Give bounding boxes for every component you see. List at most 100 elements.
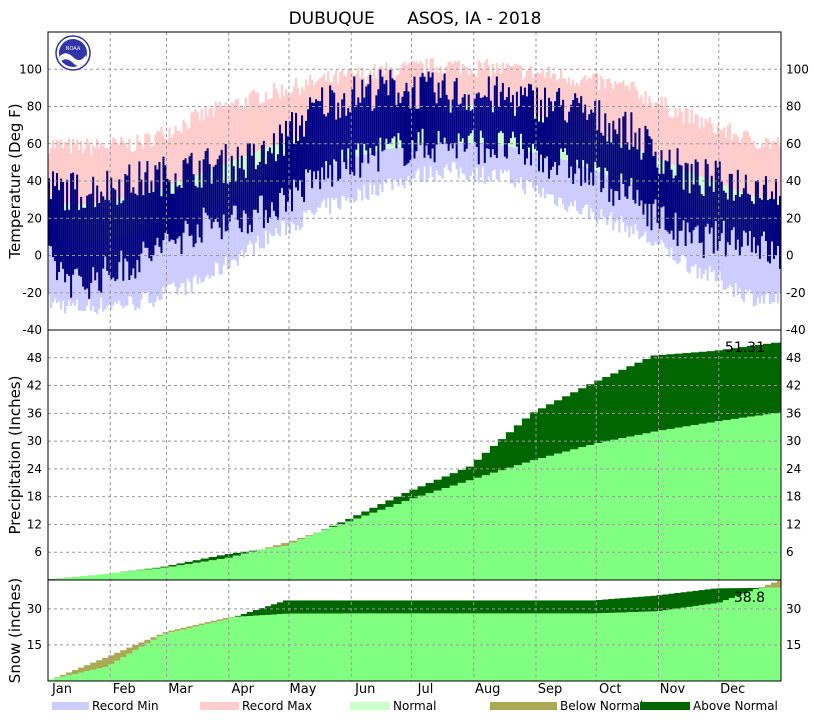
above-normal-area [361, 511, 370, 516]
legend-swatch [200, 702, 239, 710]
above-normal-area [246, 611, 254, 617]
normal-area [228, 617, 236, 681]
y-tick-label-left: 18 [27, 490, 42, 504]
below-normal-area [90, 662, 97, 670]
above-normal-area [355, 600, 362, 614]
normal-area [174, 630, 181, 681]
normal-area [96, 668, 103, 681]
normal-area [626, 436, 635, 580]
above-normal-area [523, 600, 531, 614]
noaa-gull-icon [60, 53, 86, 67]
normal-area [728, 598, 736, 681]
above-normal-area [638, 596, 645, 612]
above-normal-area [710, 588, 718, 604]
above-normal-area [602, 376, 611, 442]
season-total-label: 38.8 [734, 590, 765, 606]
normal-area [650, 611, 657, 681]
normal-area [132, 650, 139, 681]
normal-area [690, 425, 700, 580]
normal-area [463, 613, 471, 681]
above-normal-area [584, 600, 591, 614]
above-normal-area [538, 408, 547, 459]
normal-area [176, 565, 185, 580]
above-normal-area [417, 486, 426, 496]
above-normal-area [391, 600, 398, 614]
normal-area [72, 577, 81, 580]
above-normal-area [542, 600, 549, 614]
above-normal-area [379, 600, 386, 614]
normal-area [642, 433, 651, 580]
above-normal-area [208, 556, 218, 561]
normal-area [295, 613, 302, 681]
y-tick-label-right: 42 [786, 379, 801, 393]
y-tick-label-right: 12 [786, 517, 801, 531]
y-axis-label: Temperature (Deg F) [6, 103, 24, 259]
above-normal-area [680, 592, 688, 608]
above-normal-area [493, 600, 501, 614]
y-tick-label-right: 0 [786, 249, 794, 263]
month-tick-label: Apr [231, 682, 254, 697]
normal-area [96, 574, 105, 580]
above-normal-area [451, 600, 459, 614]
normal-area [355, 613, 362, 681]
above-normal-area [232, 552, 242, 556]
normal-area [572, 613, 579, 681]
normal-area [361, 515, 370, 580]
month-tick-label: Sep [538, 682, 563, 697]
below-normal-area [96, 660, 103, 669]
normal-area [548, 613, 555, 681]
normal-area [706, 422, 716, 580]
normal-area [272, 547, 282, 580]
normal-area [554, 613, 561, 681]
y-tick-label-left: 42 [27, 379, 42, 393]
normal-area [120, 572, 129, 580]
normal-area [200, 561, 210, 580]
above-normal-area [722, 588, 730, 601]
normal-area [445, 613, 453, 681]
normal-area [674, 608, 681, 681]
normal-area [497, 470, 507, 580]
y-tick-label-right: 15 [786, 638, 801, 652]
normal-area [80, 576, 89, 580]
normal-area [305, 535, 314, 580]
below-normal-area [162, 632, 169, 634]
above-normal-area [301, 600, 308, 614]
above-normal-area [282, 600, 290, 614]
above-normal-area [329, 525, 338, 527]
above-normal-area [409, 489, 418, 499]
normal-area [505, 467, 515, 580]
normal-area [415, 613, 422, 681]
normal-area [658, 430, 667, 580]
normal-area [232, 555, 242, 580]
normal-area [746, 416, 756, 580]
normal-area [650, 431, 659, 580]
above-normal-area [746, 345, 756, 417]
normal-area [264, 548, 274, 580]
normal-area [513, 465, 523, 580]
normal-area [704, 604, 712, 681]
below-normal-area [108, 655, 115, 665]
above-normal-area [465, 466, 475, 481]
normal-area [644, 611, 651, 681]
above-normal-area [345, 518, 354, 522]
above-normal-area [728, 588, 736, 599]
y-tick-label-right: 20 [786, 211, 801, 225]
y-tick-label-left: 6 [34, 545, 42, 559]
normal-area [258, 615, 266, 681]
normal-area [608, 612, 615, 681]
normal-area [288, 542, 298, 580]
normal-area [610, 439, 619, 580]
above-normal-area [586, 384, 595, 446]
above-normal-area [475, 600, 483, 614]
y-axis-label: Snow (inches) [6, 578, 24, 683]
above-normal-area [313, 600, 320, 614]
above-normal-area [590, 600, 597, 614]
below-normal-area [222, 617, 230, 620]
y-tick-label-right: 30 [786, 602, 801, 616]
below-normal-area [144, 639, 151, 644]
normal-area [186, 628, 193, 681]
below-normal-area [126, 647, 133, 654]
normal-area [620, 612, 627, 681]
normal-area [469, 613, 477, 681]
month-tick-label: Jun [354, 682, 375, 697]
